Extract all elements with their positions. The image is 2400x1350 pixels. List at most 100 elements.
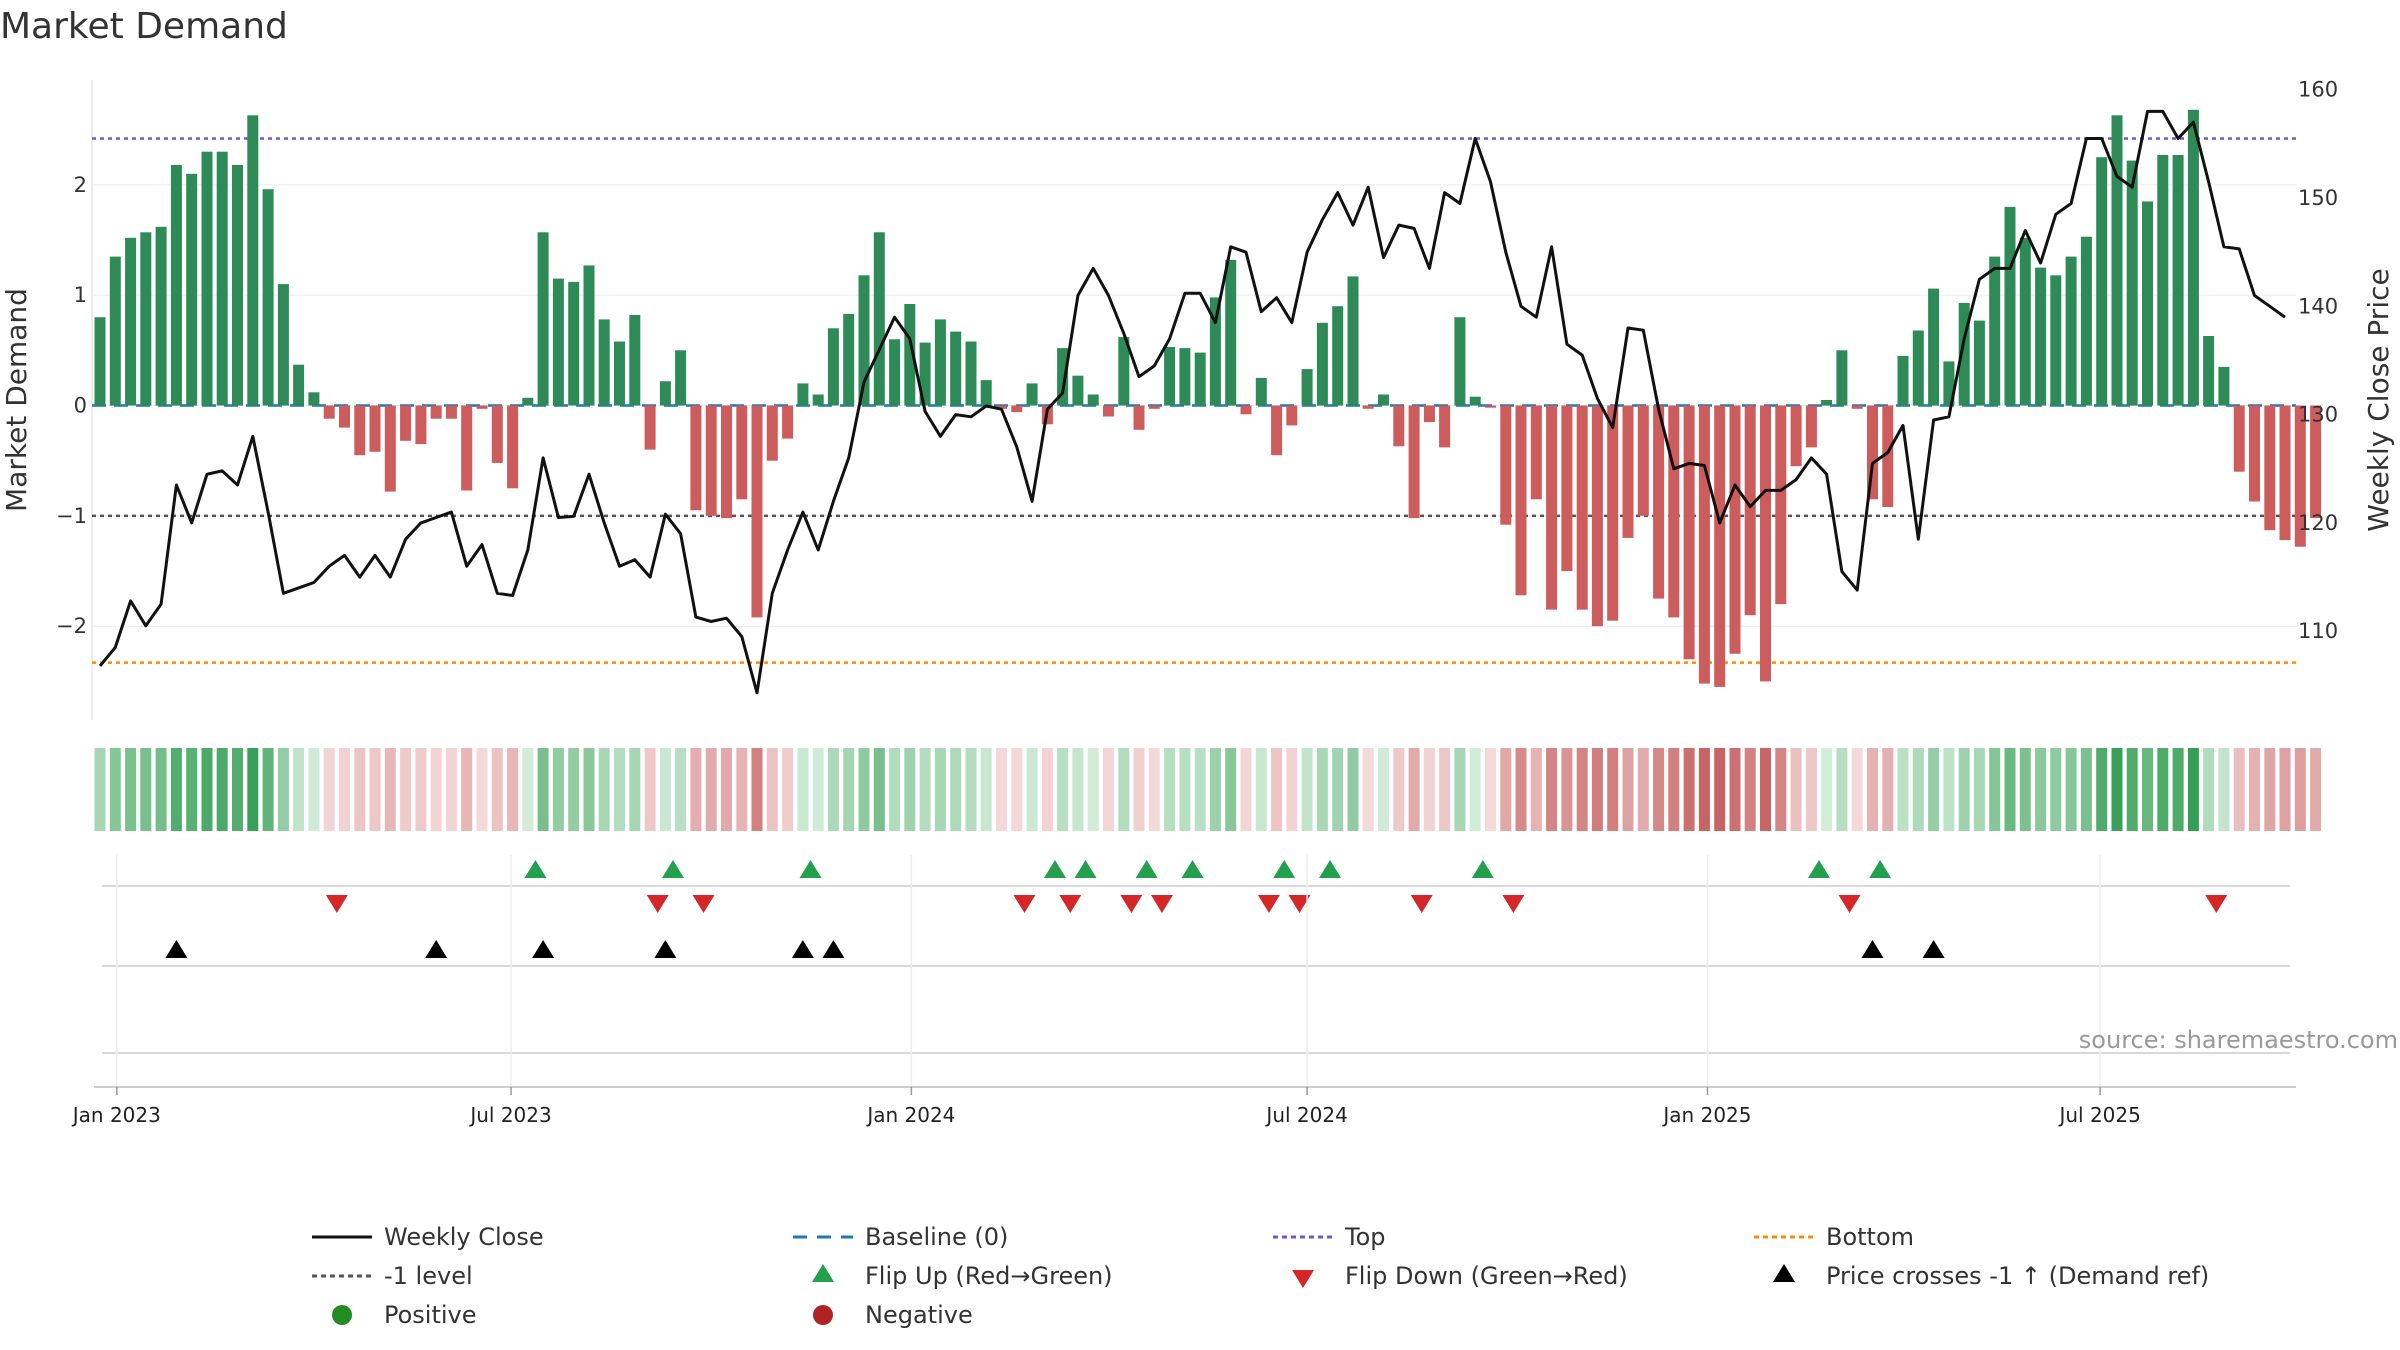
heatmap-cell bbox=[2203, 748, 2215, 831]
demand-bar-negative bbox=[1103, 405, 1114, 417]
heatmap-cell bbox=[186, 748, 198, 831]
heatmap-cell bbox=[1805, 748, 1817, 831]
demand-bar-negative bbox=[1423, 405, 1435, 423]
heatmap-cell bbox=[827, 748, 839, 831]
heatmap-cell bbox=[904, 748, 916, 831]
heatmap-cell bbox=[1393, 748, 1405, 831]
demand-bar-negative bbox=[415, 405, 427, 445]
demand-bar-positive bbox=[308, 392, 320, 406]
heatmap-cell bbox=[934, 748, 946, 831]
demand-bar-positive bbox=[1057, 348, 1069, 406]
heatmap-cell bbox=[1882, 748, 1894, 831]
heatmap-cell bbox=[1209, 748, 1221, 831]
demand-bar-positive bbox=[904, 304, 916, 406]
heatmap-cell bbox=[1622, 748, 1634, 831]
demand-bar-negative bbox=[1805, 405, 1817, 448]
flip-down-marker bbox=[1288, 895, 1311, 913]
demand-bar-negative bbox=[476, 405, 488, 409]
flip-up-marker bbox=[799, 860, 822, 878]
demand-bar-negative bbox=[766, 405, 778, 461]
heatmap-cell bbox=[1148, 748, 1160, 831]
demand-bar-negative bbox=[369, 405, 381, 452]
heatmap-cell bbox=[507, 748, 519, 831]
demand-bar-positive bbox=[2203, 336, 2215, 406]
heatmap-cell bbox=[400, 748, 412, 831]
demand-bar-positive bbox=[598, 319, 610, 406]
legend-item: Negative bbox=[813, 1301, 973, 1329]
demand-bar-negative bbox=[1515, 405, 1527, 596]
demand-bar-negative bbox=[1439, 405, 1451, 448]
demand-bar-negative bbox=[461, 405, 473, 491]
demand-bar-negative bbox=[507, 405, 519, 489]
demand-bar-positive bbox=[1209, 297, 1221, 406]
heatmap-cell bbox=[277, 748, 289, 831]
legend-swatch bbox=[1773, 1264, 1795, 1282]
flip-down-marker bbox=[1150, 895, 1173, 913]
left-tick-label: −1 bbox=[56, 504, 87, 528]
flip-up-marker bbox=[1074, 860, 1097, 878]
heatmap-cell bbox=[155, 748, 167, 831]
heatmap-cell bbox=[1515, 748, 1527, 831]
price-cross-marker bbox=[1922, 940, 1945, 958]
demand-heatmap-strip bbox=[94, 748, 2322, 831]
flip-down-marker bbox=[1120, 895, 1143, 913]
heatmap-cell bbox=[2218, 748, 2230, 831]
demand-bar-positive bbox=[1332, 306, 1344, 406]
heatmap-cell bbox=[2279, 748, 2291, 831]
demand-bar-positive bbox=[1821, 400, 1833, 406]
heatmap-cell bbox=[1744, 748, 1756, 831]
heatmap-cell bbox=[170, 748, 182, 831]
heatmap-cell bbox=[1637, 748, 1649, 831]
heatmap-cell bbox=[1851, 748, 1863, 831]
demand-bar-positive bbox=[812, 394, 824, 406]
heatmap-cell bbox=[94, 748, 106, 831]
legend-label: Price crosses -1 ↑ (Demand ref) bbox=[1826, 1262, 2209, 1290]
legend-label: Top bbox=[1344, 1223, 1386, 1251]
date-tick-label: Jan 2024 bbox=[865, 1103, 955, 1127]
heatmap-cell bbox=[1103, 748, 1114, 831]
heatmap-cell bbox=[858, 748, 870, 831]
demand-bar-positive bbox=[1347, 276, 1359, 406]
heatmap-cell bbox=[339, 748, 350, 831]
heatmap-cell bbox=[797, 748, 809, 831]
flip-down-marker bbox=[692, 895, 715, 913]
legend-item: Positive bbox=[332, 1301, 477, 1329]
demand-bar-positive bbox=[858, 275, 870, 406]
heatmap-cell bbox=[1454, 748, 1466, 831]
demand-bar-negative bbox=[1133, 405, 1145, 430]
heatmap-cell bbox=[1072, 748, 1084, 831]
legend-label: Positive bbox=[384, 1301, 477, 1329]
demand-bar-negative bbox=[1882, 405, 1894, 507]
heatmap-cell bbox=[629, 748, 641, 831]
legend-swatch bbox=[1292, 1270, 1314, 1288]
heatmap-cell bbox=[2310, 748, 2322, 831]
heatmap-cell bbox=[1240, 748, 1252, 831]
legend-item: Top bbox=[1273, 1223, 1386, 1251]
demand-bar-negative bbox=[339, 405, 350, 428]
demand-bar-positive bbox=[1836, 350, 1848, 406]
heatmap-cell bbox=[2142, 748, 2153, 831]
heatmap-cell bbox=[1286, 748, 1298, 831]
heatmap-cell bbox=[1943, 748, 1955, 831]
left-tick-label: 0 bbox=[74, 394, 87, 418]
main-panel: −2 −1 0 1 2 110 120 130 140 150 160 bbox=[56, 78, 2338, 720]
demand-bar-positive bbox=[522, 397, 534, 406]
heatmap-cell bbox=[1958, 748, 1970, 831]
heatmap-cell bbox=[2264, 748, 2276, 831]
demand-bar-positive bbox=[583, 265, 595, 406]
demand-bar-positive bbox=[2218, 366, 2230, 406]
heatmap-cell bbox=[369, 748, 381, 831]
heatmap-cell bbox=[1118, 748, 1130, 831]
heatmap-cell bbox=[2035, 748, 2047, 831]
heatmap-cell bbox=[1668, 748, 1680, 831]
demand-bar-negative bbox=[1760, 405, 1771, 682]
demand-bar-positive bbox=[109, 256, 121, 406]
date-tick-label: Jul 2025 bbox=[2057, 1103, 2140, 1127]
demand-bar-positive bbox=[2172, 155, 2184, 406]
left-tick-label: 1 bbox=[74, 283, 87, 307]
heatmap-cell bbox=[1347, 748, 1359, 831]
heatmap-cell bbox=[384, 748, 396, 831]
heatmap-cell bbox=[140, 748, 152, 831]
demand-bar-positive bbox=[950, 331, 962, 406]
